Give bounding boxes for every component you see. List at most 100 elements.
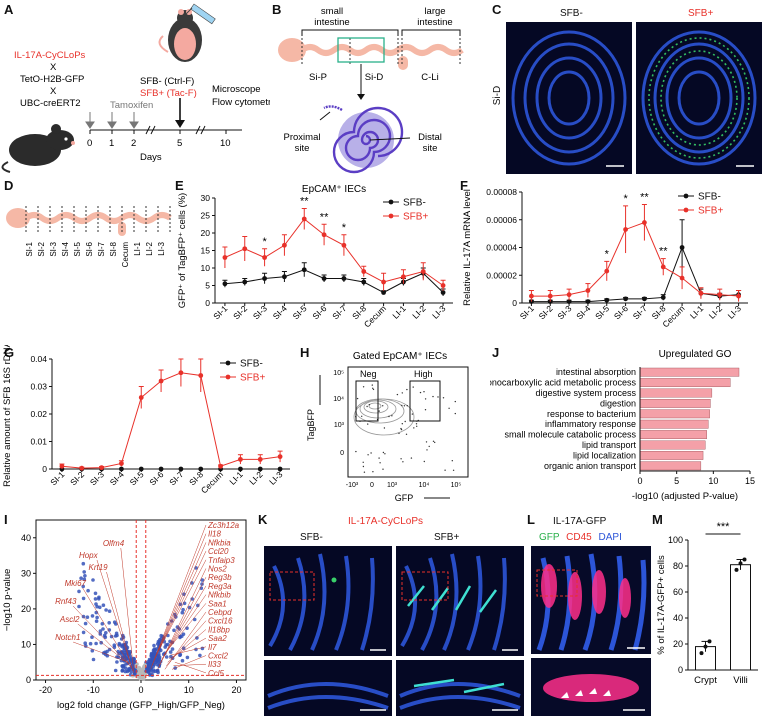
gene-label-left: Olfm4 — [103, 539, 125, 548]
data-point — [277, 454, 283, 460]
x-axis-label: -log10 (adjusted P-value) — [632, 491, 738, 502]
gene-pointer — [73, 641, 129, 663]
bar-label: lipid transport — [582, 440, 637, 450]
y-axis-label: Relative amount of SFB 16S rDNA — [2, 345, 13, 487]
significance-star: ** — [300, 196, 309, 208]
gene-ubc: UBC-creERT2 — [20, 98, 81, 109]
gene-point — [102, 633, 107, 638]
bar-label: digestive system process — [535, 388, 636, 398]
significance-star: ** — [659, 246, 668, 258]
y-tick-label: 40 — [673, 613, 683, 623]
proximal-label-1: Proximal — [284, 132, 321, 143]
proximal-pointer — [319, 111, 331, 121]
chart-title: Upregulated GO — [659, 349, 732, 360]
panel-l: IL-17A-GFP GFP CD45 DAPI — [527, 512, 652, 717]
gene-point — [127, 667, 131, 671]
bar-label: inflammatory response — [545, 419, 636, 429]
panel-letter-j: J — [492, 345, 500, 360]
data-point — [119, 466, 124, 472]
gene-point — [145, 667, 150, 671]
gene-label-right: Il33 — [208, 660, 221, 669]
bar-label: response to bacterium — [547, 409, 636, 419]
flow-event — [378, 457, 380, 459]
intestine-segments-drawing — [6, 208, 172, 236]
gene-point — [132, 672, 137, 676]
x-tick-label: LI-3 — [430, 303, 448, 321]
data-point — [736, 293, 741, 299]
legend-marker — [683, 193, 689, 199]
gene-point — [190, 597, 194, 601]
data-point — [585, 288, 591, 293]
panel-k-neg: SFB- — [300, 532, 323, 543]
gene-point — [190, 581, 194, 585]
flow-event — [372, 471, 374, 473]
flow-event — [370, 452, 372, 454]
x-tick-label: SI-1 — [211, 303, 229, 321]
segment-label-3: SI-4 — [61, 241, 70, 256]
h-ytick-2: 10³ — [334, 422, 345, 429]
gene-point — [196, 603, 200, 608]
flow-event — [428, 445, 430, 448]
day-0: 0 — [87, 138, 92, 149]
x-tick-label: SI-6 — [612, 303, 630, 321]
gene-point — [195, 636, 199, 640]
flow-event — [401, 423, 403, 425]
legend-label: SFB+ — [698, 206, 723, 217]
flow-event — [391, 415, 393, 417]
gene-point — [143, 663, 147, 668]
h-ytick-1: 10⁴ — [333, 396, 344, 403]
gene-label-right: Ccl20 — [208, 547, 229, 556]
gene-point — [93, 591, 98, 596]
gene-point — [91, 578, 95, 582]
flow-event — [419, 391, 422, 394]
flow-event — [379, 462, 381, 464]
gene-pointer — [150, 524, 207, 670]
group-neg-label: SFB- (Ctrl-F) — [140, 76, 194, 87]
panel-d-schematic: SI-1 SI-2 SI-3 SI-4 SI-5 SI-6 SI-7 SI-8 Cecum LI-… — [6, 206, 172, 268]
flow-event — [413, 427, 415, 429]
data-point — [623, 296, 628, 302]
gene-point — [198, 653, 202, 658]
significance-star: ** — [640, 191, 649, 203]
flow-event — [425, 441, 428, 443]
segment-label-8: Cecum — [121, 242, 130, 268]
gene-point — [142, 676, 146, 681]
gene-pointer — [167, 629, 207, 663]
legend-label: SFB+ — [403, 212, 428, 223]
distal-pointer — [369, 137, 411, 141]
bar-label: monocarboxylic acid metabolic process — [490, 378, 636, 388]
gene-point — [94, 641, 98, 646]
data-point — [257, 456, 263, 462]
data-point — [242, 246, 248, 252]
large-intestine-label-2: intestine — [417, 17, 452, 28]
gene-label-right: Saa2 — [208, 634, 227, 643]
data-point — [257, 466, 263, 472]
flow-event — [451, 460, 453, 462]
h-xtick-2: 10³ — [387, 482, 398, 489]
gene-point — [119, 658, 124, 663]
data-point — [566, 292, 572, 298]
series-line-SFB+ — [531, 221, 739, 297]
gene-pointer — [151, 533, 207, 666]
segment-si-p: Si-P — [309, 72, 327, 83]
flow-event — [424, 409, 427, 411]
gene-point — [81, 596, 86, 601]
gene-label-right: Cxcl2 — [208, 652, 229, 661]
x-tick-label: SI-7 — [167, 469, 185, 487]
flow-event — [384, 453, 386, 455]
legend-cd45: CD45 — [566, 532, 592, 543]
gate-high — [409, 380, 441, 422]
gene-point — [123, 669, 128, 674]
data-point — [642, 296, 647, 302]
panel-c-pos-label: SFB+ — [688, 8, 714, 19]
data-point — [282, 274, 287, 280]
gene-point — [132, 660, 136, 665]
gene-point — [82, 577, 87, 582]
proximal-label-2: site — [295, 143, 310, 154]
data-point — [529, 293, 534, 299]
bar — [639, 409, 710, 419]
legend-marker — [225, 374, 231, 380]
segment-c-li: C-Li — [421, 72, 438, 83]
gene-point — [164, 655, 169, 659]
